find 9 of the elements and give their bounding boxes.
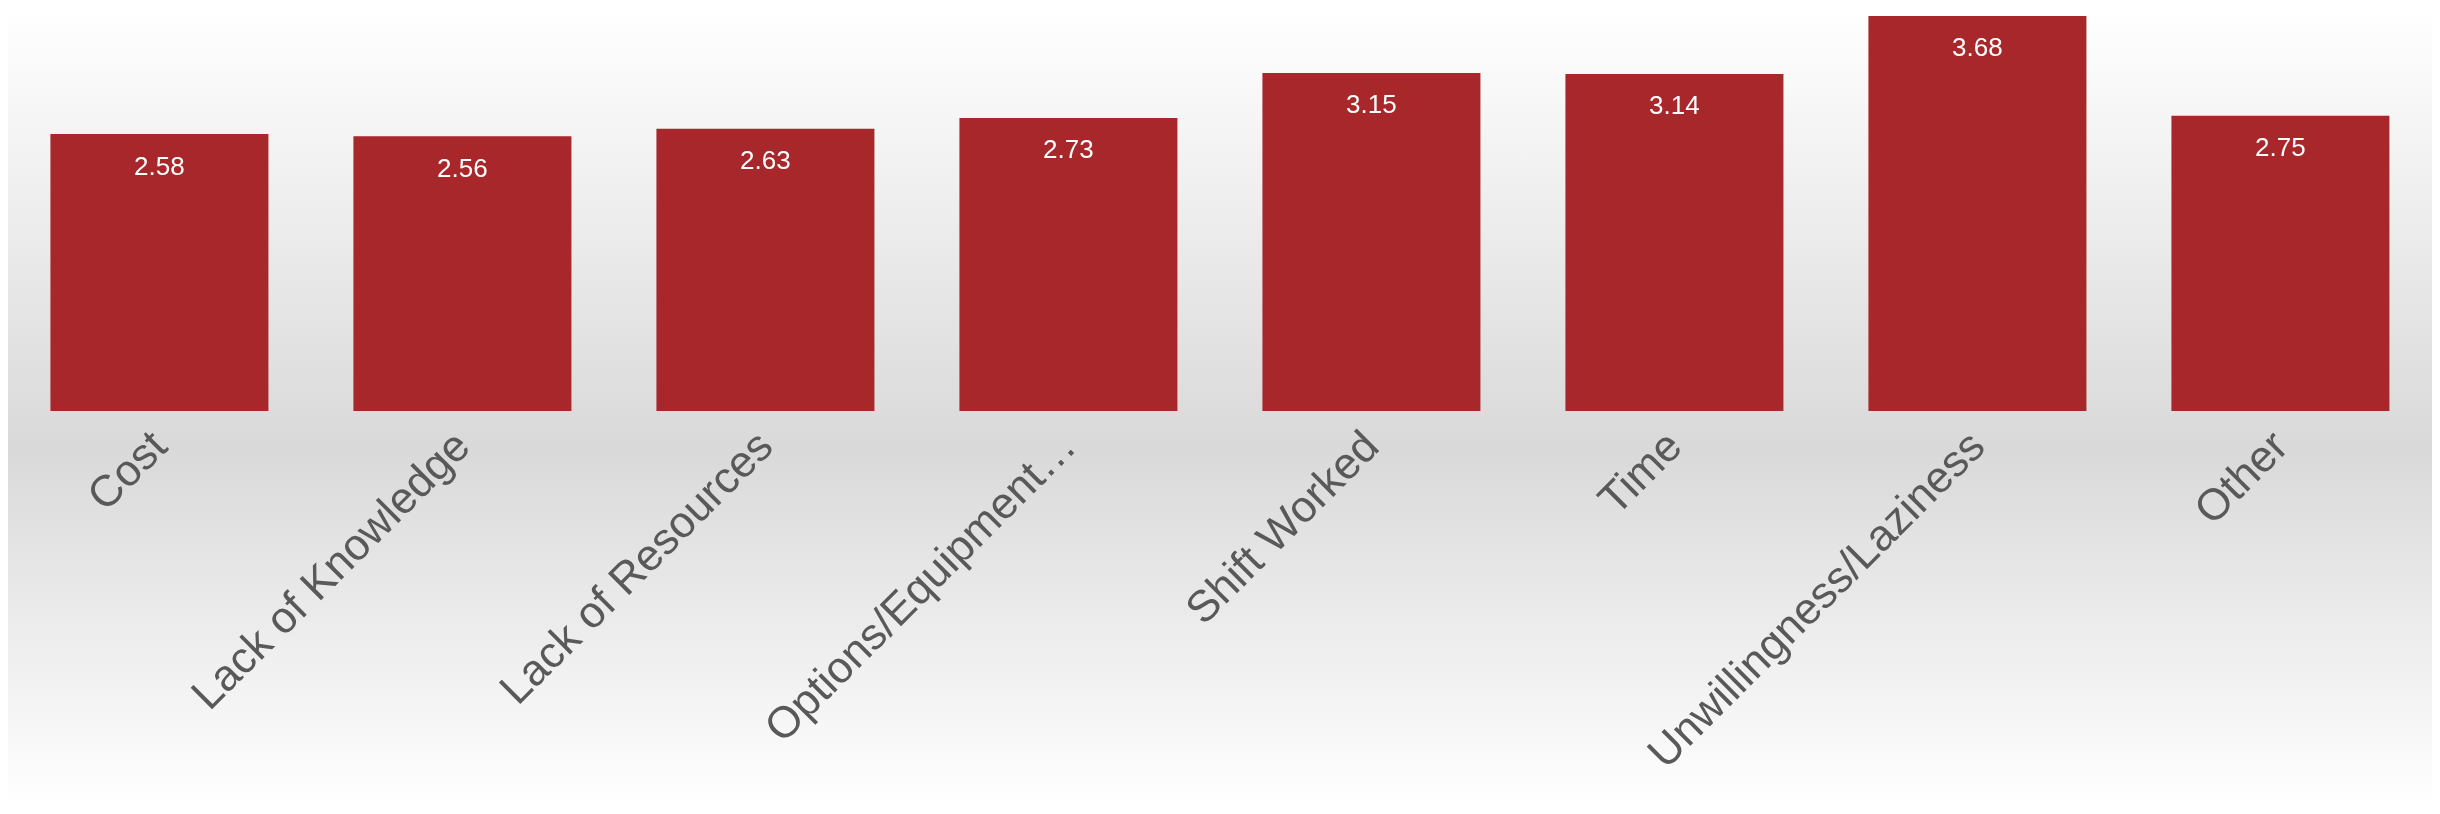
- data-label: 3.15: [1346, 89, 1397, 120]
- data-label: 2.58: [134, 150, 185, 181]
- data-label: 2.75: [2255, 132, 2306, 163]
- data-label: 2.63: [740, 145, 791, 176]
- data-label: 2.73: [1043, 134, 1094, 165]
- data-label: 3.14: [1649, 90, 1700, 121]
- data-label: 3.68: [1952, 32, 2003, 63]
- x-tick-label: Cost: [77, 420, 176, 520]
- data-label: 2.56: [437, 152, 488, 183]
